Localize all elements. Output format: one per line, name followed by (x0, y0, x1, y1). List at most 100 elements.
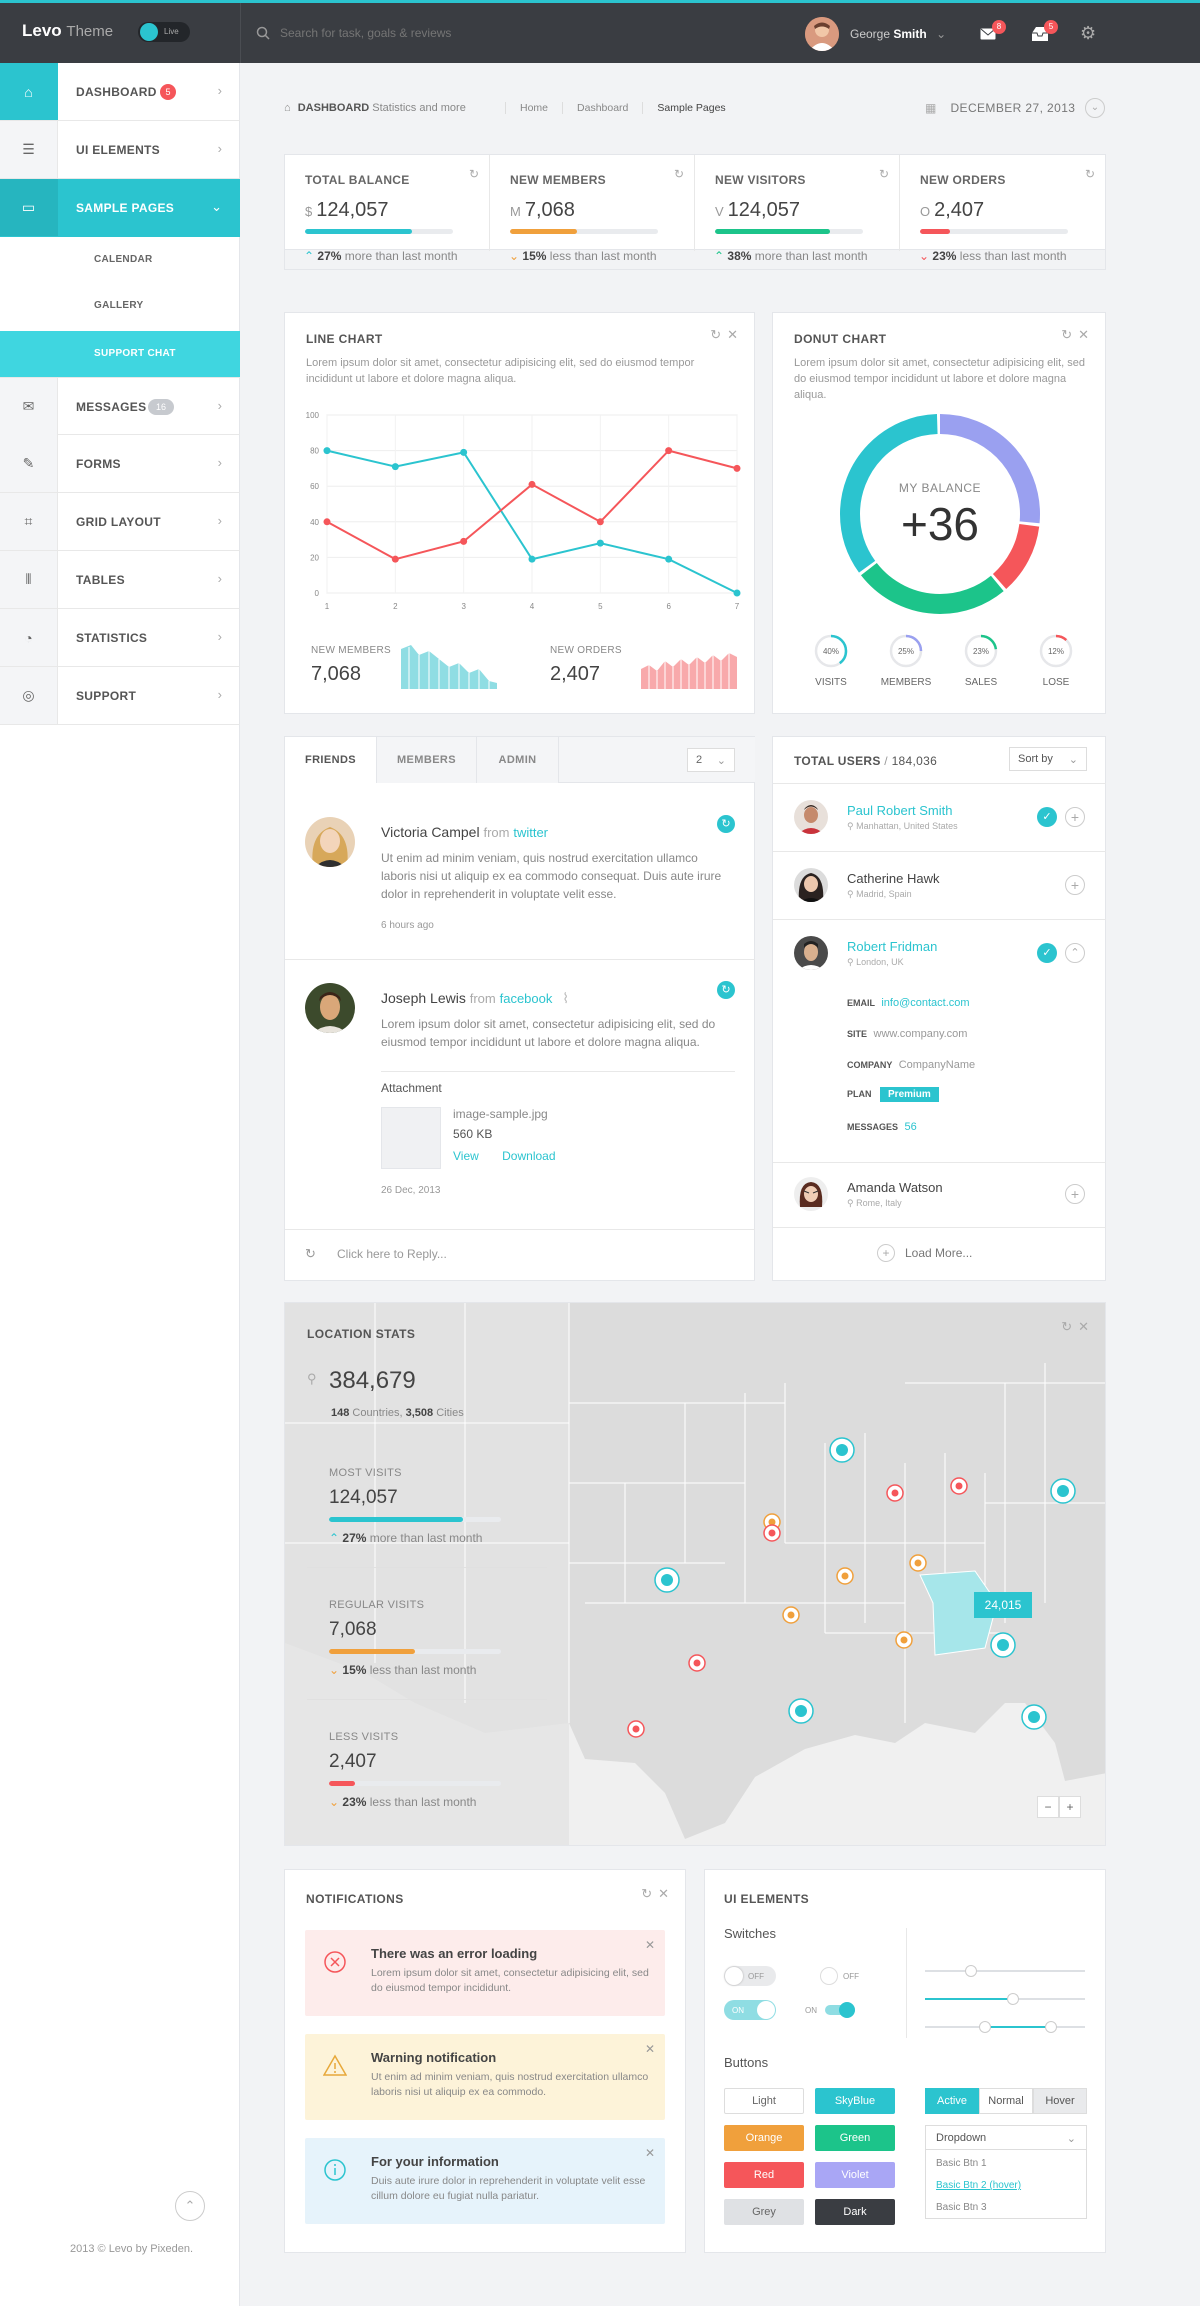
add-user-button[interactable]: + (1065, 875, 1085, 895)
user-name[interactable]: George Smith ⌄ (850, 27, 946, 41)
user-name[interactable]: Paul Robert Smith (847, 803, 953, 818)
date-dropdown-button[interactable]: ⌄ (1085, 98, 1105, 118)
live-toggle[interactable]: Live (138, 22, 190, 42)
skyblue-button[interactable]: SkyBlue (815, 2088, 895, 2114)
light-button[interactable]: Light (724, 2088, 804, 2114)
sidebar-subitem-gallery[interactable]: GALLERY (0, 283, 240, 329)
slider-knob[interactable] (1007, 1993, 1019, 2005)
slider-knob[interactable] (965, 1965, 977, 1977)
card-tools: ↻✕ (641, 1886, 675, 1902)
segment-active[interactable]: Active (925, 2088, 979, 2114)
zoom-out-button[interactable]: − (1037, 1796, 1059, 1818)
close-icon[interactable]: ✕ (727, 327, 744, 342)
sidebar-item-ui-elements[interactable]: ☰ UI ELEMENTS › (0, 121, 240, 179)
reply-input[interactable]: Click here to Reply... (337, 1247, 447, 1261)
sidebar-subitem-support-chat[interactable]: SUPPORT CHAT (0, 331, 240, 377)
add-user-button[interactable]: + (1065, 807, 1085, 827)
load-more-button[interactable]: + Load More... (877, 1244, 972, 1262)
sidebar-item-statistics[interactable]: ◔ STATISTICS › (0, 609, 240, 667)
segment-normal[interactable]: Normal (979, 2088, 1033, 2114)
breadcrumb-home[interactable]: Home (505, 102, 562, 114)
sidebar-item-grid-layout[interactable]: ⌗ GRID LAYOUT › (0, 493, 240, 551)
avatar[interactable] (305, 817, 355, 867)
sort-dropdown[interactable]: Sort by ⌄ (1009, 747, 1087, 771)
scroll-top-button[interactable]: ⌃ (175, 2191, 205, 2221)
close-icon[interactable]: ✕ (1078, 327, 1095, 342)
slider-3[interactable] (925, 2021, 1085, 2033)
tab-admin[interactable]: ADMIN (477, 737, 559, 783)
collapse-button[interactable]: ⌃ (1065, 943, 1085, 963)
avatar[interactable] (794, 868, 828, 902)
refresh-icon[interactable]: ↻ (673, 167, 684, 181)
user-name[interactable]: Catherine Hawk (847, 871, 940, 886)
dropdown-item[interactable]: Basic Btn 1 (936, 2158, 987, 2169)
avatar[interactable] (794, 1177, 828, 1211)
post-author[interactable]: Victoria Campel (381, 824, 480, 840)
post-source-link[interactable]: facebook (499, 991, 553, 1006)
avatar[interactable] (305, 983, 355, 1033)
close-icon[interactable]: ✕ (1078, 1319, 1095, 1334)
check-icon[interactable]: ✓ (1037, 807, 1057, 827)
close-icon[interactable]: ✕ (658, 1886, 675, 1901)
avatar[interactable] (794, 800, 828, 834)
red-button[interactable]: Red (724, 2162, 804, 2188)
us-map[interactable] (285, 1303, 1106, 1846)
orange-button[interactable]: Orange (724, 2125, 804, 2151)
segment-hover[interactable]: Hover (1033, 2088, 1087, 2114)
refresh-icon[interactable]: ↻ (717, 981, 735, 999)
avatar[interactable] (794, 936, 828, 970)
sidebar-subitem-calendar[interactable]: CALENDAR (0, 237, 240, 283)
user-name[interactable]: Robert Fridman (847, 939, 937, 954)
switch-off-2[interactable]: OFF (819, 1966, 871, 1986)
close-icon[interactable]: ✕ (644, 1938, 655, 1952)
refresh-icon[interactable]: ↻ (710, 327, 728, 342)
gear-icon[interactable]: ⚙ (1080, 23, 1097, 43)
slider-knob[interactable] (979, 2021, 991, 2033)
close-icon[interactable]: ✕ (644, 2146, 655, 2160)
sidebar-item-forms[interactable]: ✎ FORMS › (0, 435, 240, 493)
sidebar-item-messages[interactable]: ✉ MESSAGES 16 › (0, 377, 240, 435)
refresh-icon[interactable]: ↻ (1061, 1319, 1079, 1334)
switch-off-1[interactable]: OFF (724, 1966, 776, 1986)
slider-1[interactable] (925, 1965, 1085, 1977)
sidebar-item-dashboard[interactable]: ⌂ DASHBOARD 5 › (0, 63, 240, 121)
user-name[interactable]: Amanda Watson (847, 1180, 943, 1195)
tab-members[interactable]: MEMBERS (377, 737, 477, 783)
refresh-icon[interactable]: ↻ (717, 815, 735, 833)
tab-friends[interactable]: FRIENDS (285, 737, 377, 783)
switch-on-2[interactable]: ON (805, 2000, 857, 2020)
sidebar-item-sample-pages[interactable]: ▭ SAMPLE PAGES ⌄ (0, 179, 240, 237)
refresh-icon[interactable]: ↻ (878, 167, 889, 181)
refresh-icon[interactable]: ↻ (1061, 327, 1079, 342)
attachment-thumbnail[interactable] (381, 1107, 441, 1169)
sidebar-item-tables[interactable]: ⦀ TABLES › (0, 551, 240, 609)
download-link[interactable]: Download (502, 1149, 556, 1163)
dropdown-item[interactable]: Basic Btn 3 (936, 2202, 987, 2213)
brand[interactable]: Levo Theme (22, 21, 113, 41)
zoom-in-button[interactable]: + (1059, 1796, 1081, 1818)
sidebar-item-support[interactable]: ◎ SUPPORT › (0, 667, 240, 725)
email-link[interactable]: info@contact.com (881, 997, 970, 1009)
violet-button[interactable]: Violet (815, 2162, 895, 2188)
refresh-icon[interactable]: ↻ (468, 167, 479, 181)
post-source-link[interactable]: twitter (513, 825, 549, 840)
refresh-icon[interactable]: ↻ (641, 1886, 659, 1901)
page-select[interactable]: 2 ⌄ (687, 748, 735, 772)
slider-knob[interactable] (1045, 2021, 1057, 2033)
dropdown-toggle[interactable]: Dropdown ⌄ (926, 2126, 1086, 2150)
switch-on-1[interactable]: ON (724, 2000, 776, 2020)
close-icon[interactable]: ✕ (644, 2042, 655, 2056)
check-icon[interactable]: ✓ (1037, 943, 1057, 963)
refresh-icon[interactable]: ↻ (1084, 167, 1095, 181)
search-input[interactable] (280, 21, 640, 45)
green-button[interactable]: Green (815, 2125, 895, 2151)
view-link[interactable]: View (453, 1149, 479, 1163)
grey-button[interactable]: Grey (724, 2199, 804, 2225)
slider-2[interactable] (925, 1993, 1085, 2005)
dropdown-item[interactable]: Basic Btn 2 (hover) (936, 2180, 1022, 2191)
add-user-button[interactable]: + (1065, 1184, 1085, 1204)
post-author[interactable]: Joseph Lewis (381, 990, 466, 1006)
dark-button[interactable]: Dark (815, 2199, 895, 2225)
user-avatar[interactable] (805, 17, 839, 51)
breadcrumb-dashboard[interactable]: Dashboard (562, 102, 642, 114)
